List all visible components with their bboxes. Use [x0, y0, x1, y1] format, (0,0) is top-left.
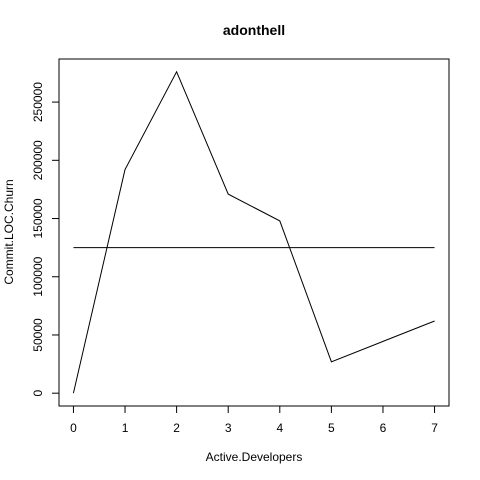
series-line-0	[72, 70, 435, 394]
x-tick-label: 3	[225, 421, 232, 435]
y-axis: 0 50000 100000 150000 200000 250000	[31, 82, 60, 397]
x-tick-label: 1	[122, 421, 129, 435]
plot-frame	[58, 58, 450, 407]
x-tick-label: 5	[328, 421, 335, 435]
plot-area	[72, 70, 435, 394]
y-axis-label: Commit.LOC.Churn	[2, 179, 16, 284]
x-tick-label: 0	[70, 421, 77, 435]
x-tick-label: 7	[431, 421, 438, 435]
x-tick-label: 6	[380, 421, 387, 435]
x-tick-label: 2	[173, 421, 180, 435]
y-tick-label: 100000	[31, 256, 45, 296]
y-tick-label: 200000	[31, 140, 45, 180]
y-tick-label: 250000	[31, 82, 45, 122]
x-axis: 0 1 2 3 4 5 6 7	[70, 405, 438, 435]
y-tick-label: 0	[31, 390, 45, 397]
y-tick-label: 150000	[31, 198, 45, 238]
x-axis-label: Active.Developers	[206, 450, 303, 464]
y-tick-label: 50000	[31, 318, 45, 352]
x-tick-label: 4	[276, 421, 283, 435]
chart-title: adonthell	[223, 22, 285, 38]
